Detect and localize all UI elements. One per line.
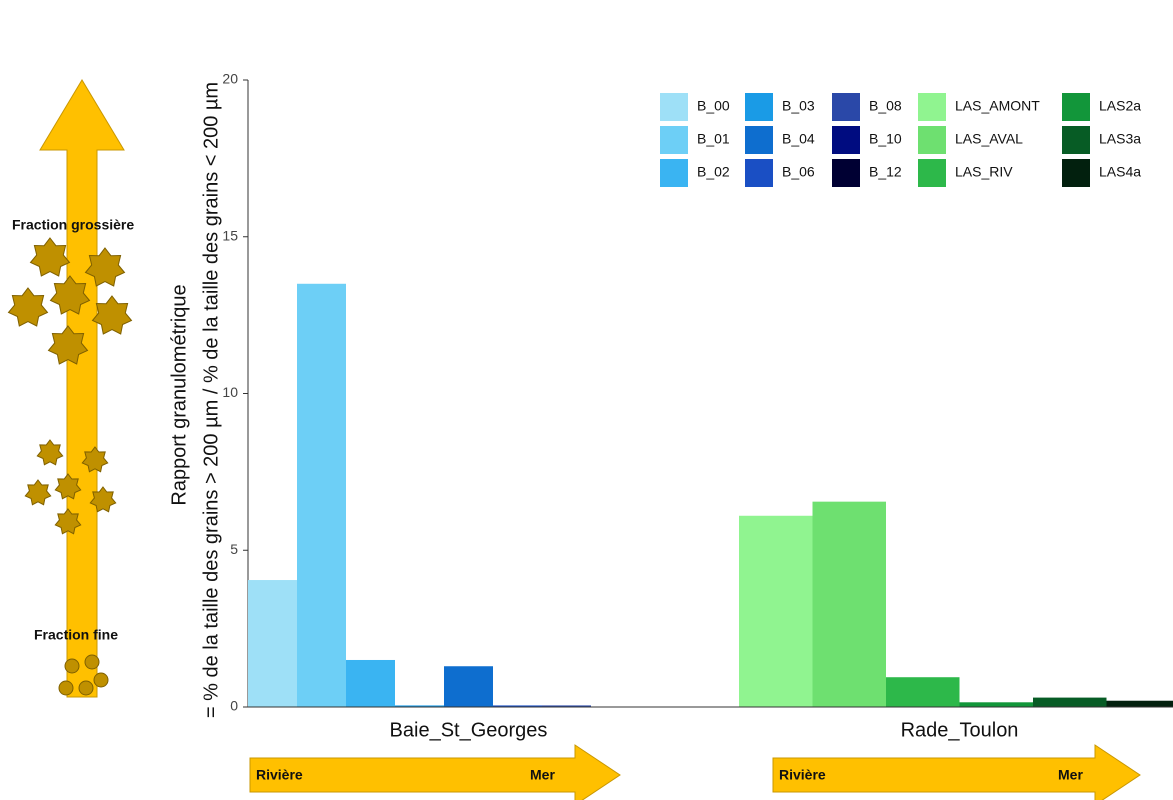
legend-swatch xyxy=(832,126,860,154)
star xyxy=(29,237,71,277)
star xyxy=(49,275,91,315)
legend-label: LAS4a xyxy=(1099,164,1141,180)
bar xyxy=(812,501,886,707)
bar xyxy=(886,677,960,707)
bar xyxy=(248,580,297,707)
legend-swatch xyxy=(660,93,688,121)
annotation: Rivière xyxy=(256,767,303,783)
legend-label: B_01 xyxy=(697,131,730,147)
legend-label: LAS_RIV xyxy=(955,164,1013,180)
y-axis-label: = % de la taille des grains > 200 µm / %… xyxy=(200,82,222,718)
grain xyxy=(64,658,80,674)
flow-arrow xyxy=(249,744,621,800)
legend-swatch xyxy=(660,159,688,187)
y-tick-label: 5 xyxy=(230,541,238,557)
star xyxy=(47,325,89,365)
legend-swatch xyxy=(832,93,860,121)
legend-swatch xyxy=(1062,93,1090,121)
legend-label: LAS2a xyxy=(1099,98,1141,114)
grain xyxy=(78,680,94,696)
bar xyxy=(395,705,444,707)
bar xyxy=(1106,700,1173,707)
legend-swatch xyxy=(832,159,860,187)
star xyxy=(81,446,109,473)
legend-swatch xyxy=(745,93,773,121)
legend-label: B_12 xyxy=(869,164,902,180)
bar xyxy=(739,515,813,707)
star xyxy=(24,479,52,506)
legend-swatch xyxy=(918,126,946,154)
grain xyxy=(93,672,109,688)
legend-swatch xyxy=(745,159,773,187)
star xyxy=(54,508,82,535)
star xyxy=(36,439,64,466)
y-tick-label: 20 xyxy=(222,71,238,87)
bar xyxy=(542,705,591,707)
grain xyxy=(58,680,74,696)
legend-label: LAS_AVAL xyxy=(955,131,1023,147)
legend-swatch xyxy=(745,126,773,154)
x-tick-label: Baie_St_Georges xyxy=(390,719,548,741)
annotation: Fraction grossière xyxy=(12,217,134,233)
star xyxy=(54,473,82,500)
legend-swatch xyxy=(1062,126,1090,154)
annotation: Mer xyxy=(530,767,555,783)
legend-label: B_06 xyxy=(782,164,815,180)
annotation: Mer xyxy=(1058,767,1083,783)
legend-label: LAS_AMONT xyxy=(955,98,1040,114)
legend-label: B_04 xyxy=(782,131,815,147)
star xyxy=(89,486,117,513)
y-axis-label: Rapport granulométrique xyxy=(168,284,190,505)
legend-label: B_02 xyxy=(697,164,730,180)
legend-swatch xyxy=(918,93,946,121)
bar xyxy=(493,705,542,707)
bar xyxy=(346,659,395,707)
y-tick-label: 10 xyxy=(222,384,238,400)
flow-arrow xyxy=(772,744,1141,800)
legend-label: LAS3a xyxy=(1099,131,1141,147)
star xyxy=(91,295,133,335)
legend-label: B_00 xyxy=(697,98,730,114)
legend-label: B_10 xyxy=(869,131,902,147)
star xyxy=(7,287,49,327)
bar xyxy=(297,283,346,707)
annotation: Fraction fine xyxy=(34,627,118,643)
y-tick-label: 15 xyxy=(222,227,238,243)
legend-swatch xyxy=(1062,159,1090,187)
legend-label: B_03 xyxy=(782,98,815,114)
grain xyxy=(84,654,100,670)
legend-swatch xyxy=(918,159,946,187)
annotation: Rivière xyxy=(779,767,826,783)
y-tick-label: 0 xyxy=(230,698,238,714)
grain-icons xyxy=(7,237,133,696)
legend-label: B_08 xyxy=(869,98,902,114)
bar xyxy=(444,666,493,707)
x-tick-label: Rade_Toulon xyxy=(901,719,1019,741)
star xyxy=(84,247,126,287)
bar xyxy=(959,702,1033,707)
size-arrow xyxy=(39,79,125,698)
legend-swatch xyxy=(660,126,688,154)
bar xyxy=(1033,697,1107,707)
